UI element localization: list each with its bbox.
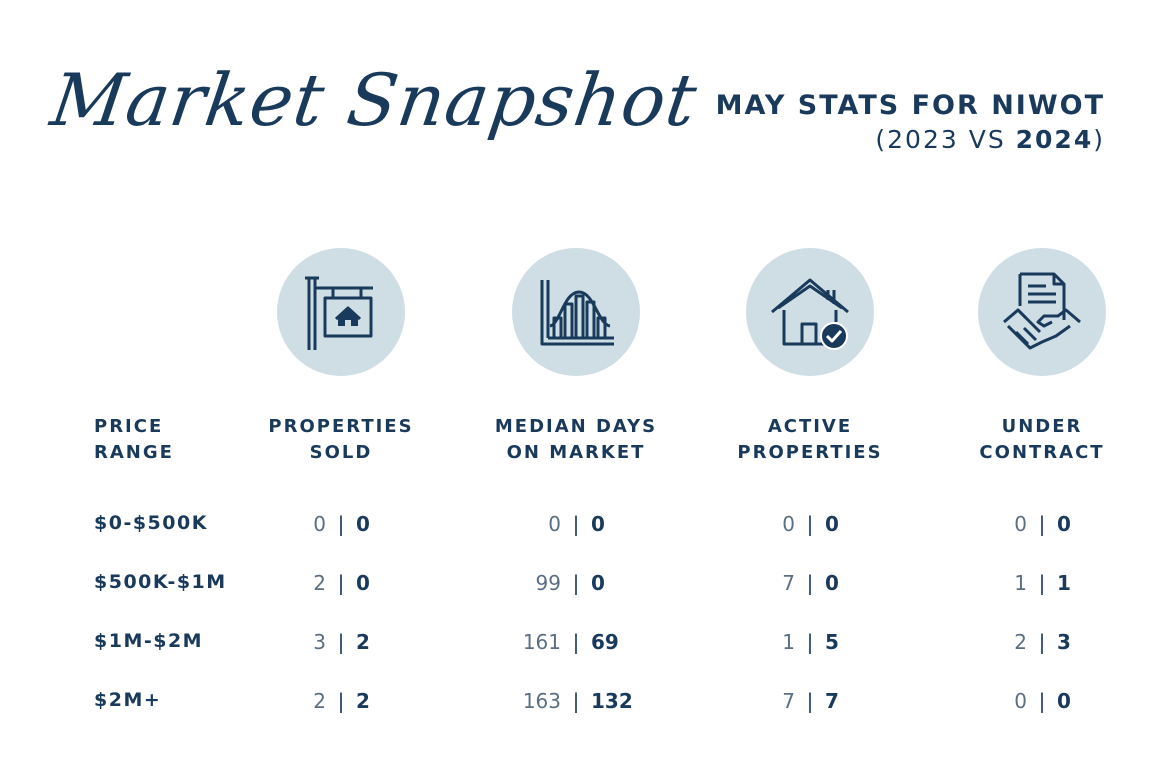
value-2023: 7	[782, 571, 795, 595]
value-2023: 0	[1014, 512, 1027, 536]
separator: |	[572, 512, 580, 536]
header-contract-line2: CONTRACT	[979, 442, 1105, 463]
value-2023: 0	[1014, 689, 1027, 713]
separator: |	[572, 630, 580, 654]
separator: |	[806, 571, 814, 595]
value-2023: 2	[313, 689, 326, 713]
value-2024: 0	[825, 571, 839, 595]
value-2024: 1	[1057, 571, 1071, 595]
value-2024: 132	[591, 689, 633, 713]
separator: |	[1038, 512, 1046, 536]
value-2023: 3	[313, 630, 326, 654]
value-2023: 99	[535, 571, 561, 595]
value-2023: 0	[313, 512, 326, 536]
header-active-line2: PROPERTIES	[737, 442, 883, 463]
separator: |	[337, 689, 345, 713]
separator: |	[806, 512, 814, 536]
separator: |	[1038, 630, 1046, 654]
separator: |	[1038, 571, 1046, 595]
header-contract-line1: UNDER	[1001, 416, 1083, 437]
value-2024: 3	[1057, 630, 1071, 654]
cell-days: 163 | 132	[496, 689, 656, 713]
header-properties-sold: PROPERTIES SOLD	[268, 414, 413, 466]
for-sale-sign-icon	[277, 248, 405, 376]
header-properties-sold-line1: PROPERTIES	[268, 416, 414, 437]
header-median-days-line1: MEDIAN DAYS	[494, 416, 658, 437]
row-label: $500K-$1M	[94, 571, 227, 593]
subtitle-years: (2023 VS 2024)	[716, 125, 1105, 154]
value-2024: 0	[356, 571, 370, 595]
separator: |	[806, 630, 814, 654]
value-2024: 0	[1057, 512, 1071, 536]
value-2024: 5	[825, 630, 839, 654]
value-2023: 1	[782, 630, 795, 654]
value-2024: 0	[1057, 689, 1071, 713]
cell-sold: 2 | 2	[261, 689, 421, 713]
cell-contract: 0 | 0	[962, 689, 1122, 713]
header-price-range-line1: PRICE	[94, 416, 164, 437]
separator: |	[572, 571, 580, 595]
separator: |	[337, 571, 345, 595]
value-2024: 2	[356, 689, 370, 713]
value-2023: 2	[1014, 630, 1027, 654]
bar-chart-icon	[512, 248, 640, 376]
separator: |	[1038, 689, 1046, 713]
house-check-icon	[746, 248, 874, 376]
value-2023: 7	[782, 689, 795, 713]
header-properties-sold-line2: SOLD	[309, 442, 373, 463]
subtitle-years-open: (2023 VS	[875, 125, 1016, 154]
value-2024: 2	[356, 630, 370, 654]
stats-subtitle: MAY STATS FOR NIWOT (2023 VS 2024)	[716, 90, 1105, 154]
cell-contract: 0 | 0	[962, 512, 1122, 536]
value-2023: 1	[1014, 571, 1027, 595]
value-2024: 0	[591, 571, 605, 595]
value-2023: 0	[548, 512, 561, 536]
cell-sold: 2 | 0	[261, 571, 421, 595]
value-2024: 0	[591, 512, 605, 536]
separator: |	[337, 630, 345, 654]
value-2024: 69	[591, 630, 619, 654]
row-label: $2M+	[94, 689, 162, 711]
contract-handshake-icon	[978, 248, 1106, 376]
value-2023: 0	[782, 512, 795, 536]
separator: |	[337, 512, 345, 536]
cell-contract: 2 | 3	[962, 630, 1122, 654]
value-2024: 0	[356, 512, 370, 536]
header-under-contract: UNDER CONTRACT	[979, 414, 1104, 466]
cell-active: 0 | 0	[730, 512, 890, 536]
separator: |	[806, 689, 814, 713]
cell-active: 1 | 5	[730, 630, 890, 654]
value-2023: 161	[522, 630, 561, 654]
header-active-properties: ACTIVE PROPERTIES	[737, 414, 882, 466]
row-label: $0-$500K	[94, 512, 208, 534]
subtitle-location: MAY STATS FOR NIWOT	[715, 90, 1105, 121]
header-price-range-line2: RANGE	[94, 442, 174, 463]
cell-sold: 3 | 2	[261, 630, 421, 654]
value-2023: 2	[313, 571, 326, 595]
separator: |	[572, 689, 580, 713]
cell-active: 7 | 0	[730, 571, 890, 595]
header-median-days: MEDIAN DAYS ON MARKET	[495, 414, 657, 466]
header-median-days-line2: ON MARKET	[506, 442, 646, 463]
cell-days: 99 | 0	[496, 571, 656, 595]
cell-sold: 0 | 0	[261, 512, 421, 536]
cell-days: 161 | 69	[496, 630, 656, 654]
subtitle-years-bold: 2024	[1015, 125, 1094, 154]
value-2024: 0	[825, 512, 839, 536]
value-2024: 7	[825, 689, 839, 713]
page-title: Market Snapshot	[46, 58, 703, 142]
header-active-line1: ACTIVE	[767, 416, 853, 437]
cell-contract: 1 | 1	[962, 571, 1122, 595]
value-2023: 163	[522, 689, 561, 713]
header-price-range: PRICE RANGE	[94, 414, 174, 466]
cell-days: 0 | 0	[496, 512, 656, 536]
cell-active: 7 | 7	[730, 689, 890, 713]
row-label: $1M-$2M	[94, 630, 204, 652]
subtitle-years-close: )	[1093, 125, 1105, 154]
